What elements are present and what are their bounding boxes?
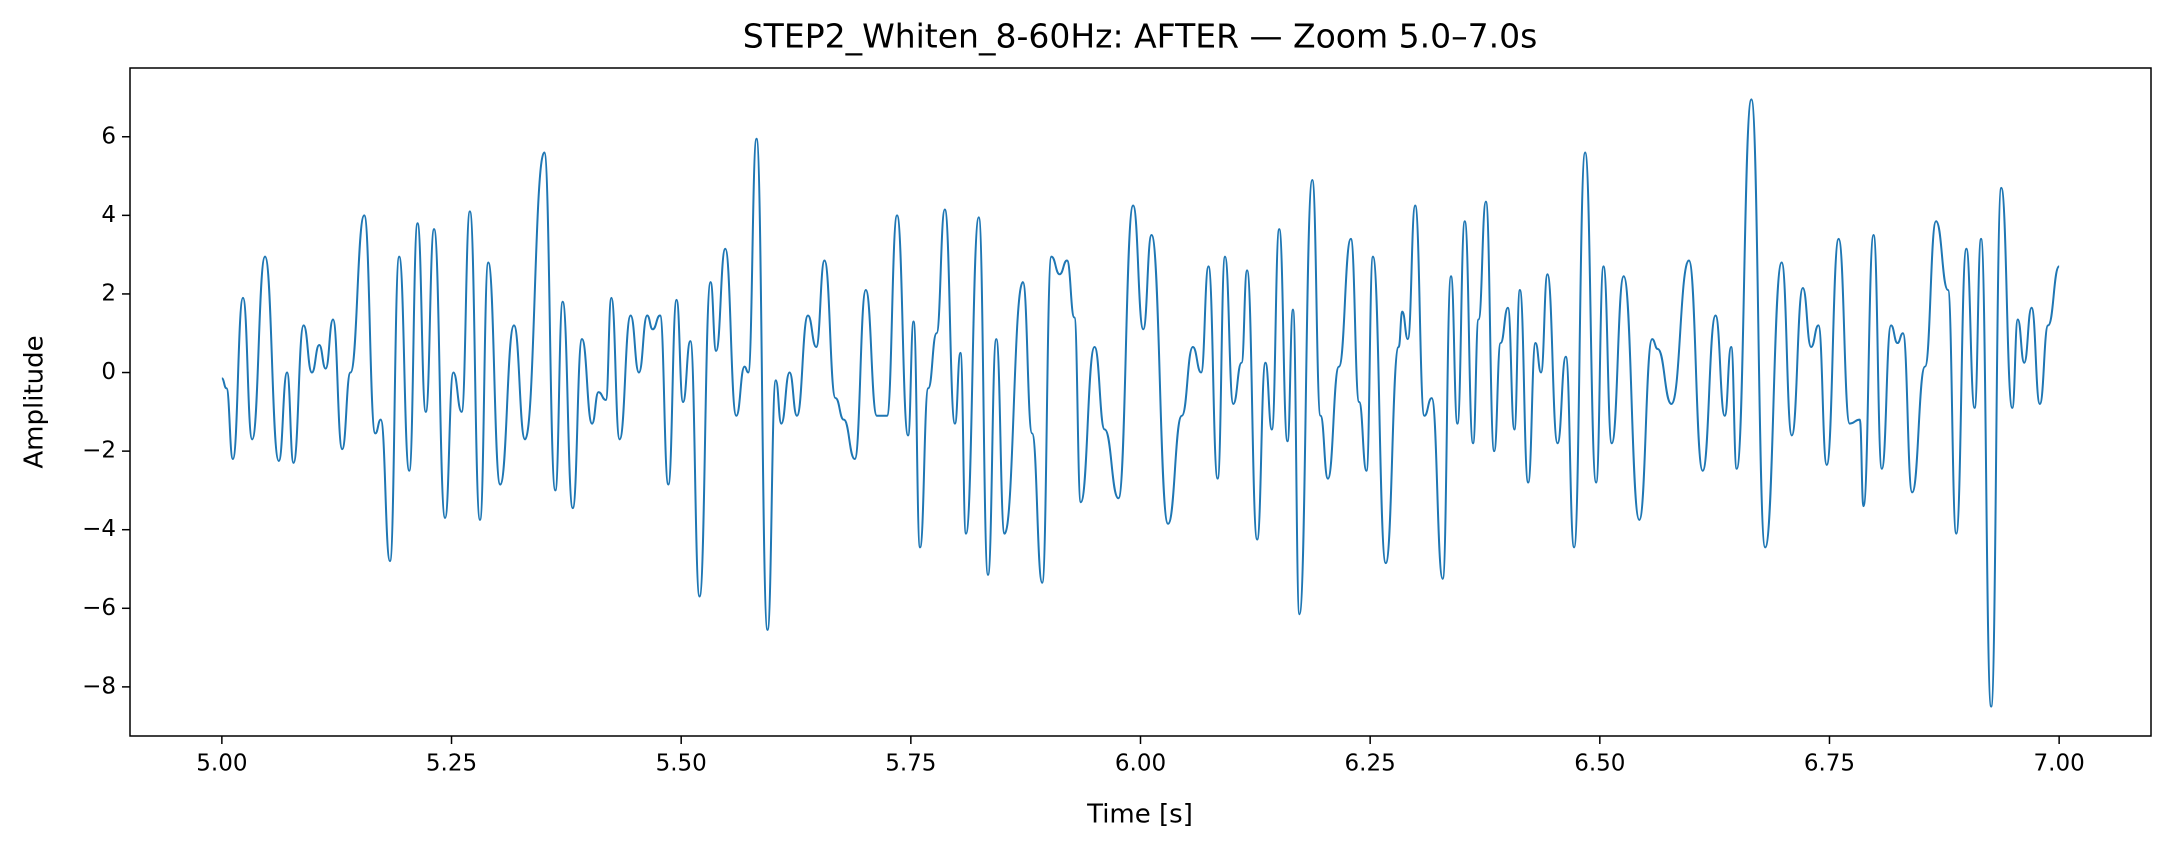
y-tick-label: −8 (82, 673, 116, 699)
y-tick-label: −4 (82, 516, 116, 542)
y-tick-label: 6 (101, 123, 116, 149)
x-tick-label: 5.25 (426, 751, 477, 777)
x-axis-label: Time [s] (1086, 800, 1193, 830)
y-tick-label: 2 (101, 280, 116, 306)
x-tick-label: 7.00 (2034, 751, 2085, 777)
y-axis-label: Amplitude (20, 335, 50, 468)
y-tick-label: 4 (101, 202, 116, 228)
chart-title: STEP2_Whiten_8-60Hz: AFTER — Zoom 5.0–7.… (743, 17, 1538, 56)
x-tick-label: 6.50 (1574, 751, 1625, 777)
y-tick-label: 0 (101, 359, 116, 385)
signal-line (221, 98, 2061, 708)
x-tick-label: 6.25 (1345, 751, 1396, 777)
y-tick-label: −6 (82, 595, 116, 621)
y-tick-label: −2 (82, 438, 116, 464)
x-tick-label: 6.00 (1115, 751, 1166, 777)
x-tick-label: 5.50 (656, 751, 707, 777)
plot-frame (129, 67, 2152, 737)
x-tick-label: 6.75 (1804, 751, 1855, 777)
x-tick-label: 5.75 (885, 751, 936, 777)
x-tick-label: 5.00 (196, 751, 247, 777)
